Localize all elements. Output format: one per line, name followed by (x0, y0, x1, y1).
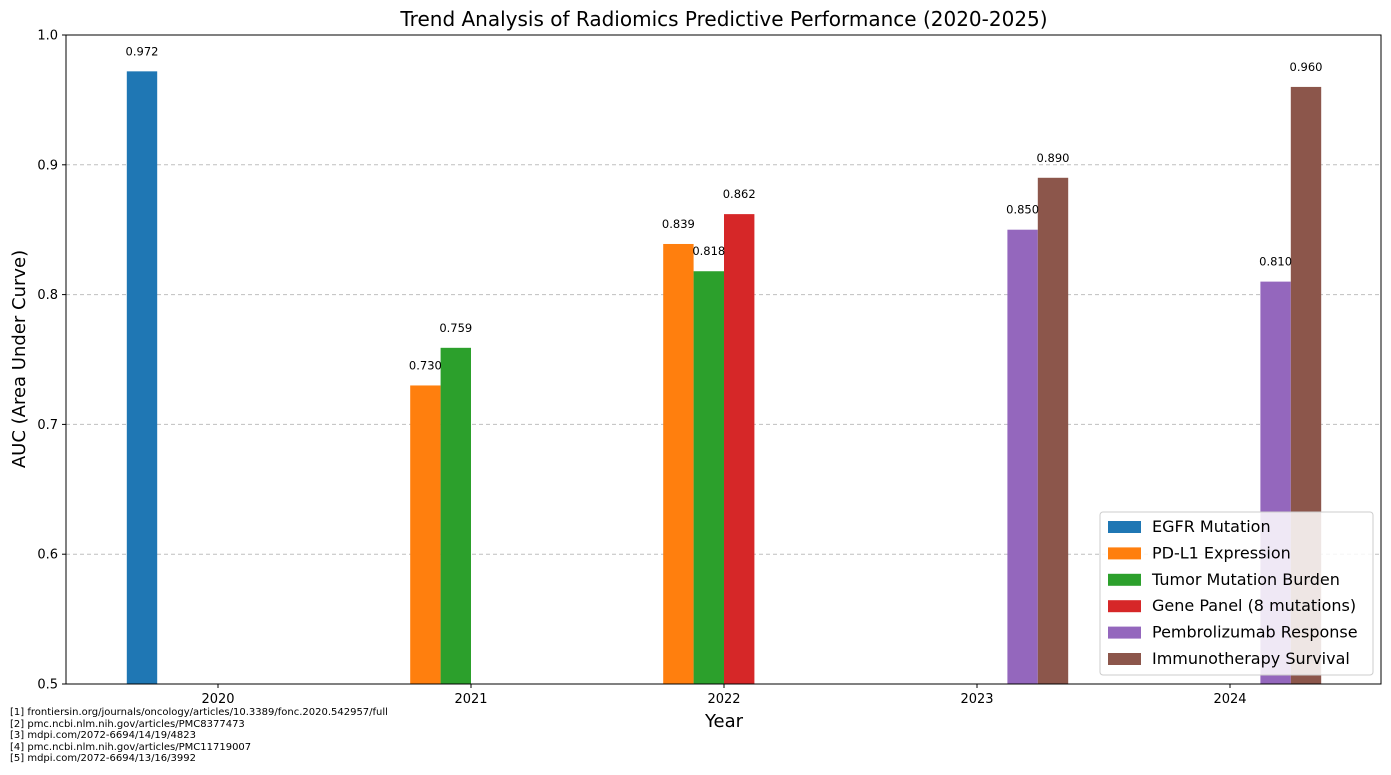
bar-value-label: 0.850 (1006, 203, 1039, 217)
legend-label: Tumor Mutation Burden (1151, 570, 1340, 589)
legend-label: EGFR Mutation (1152, 517, 1271, 536)
legend-swatch (1108, 573, 1141, 586)
bar (440, 347, 471, 684)
x-tick-label: 2021 (454, 692, 487, 707)
legend-swatch (1108, 521, 1141, 533)
bar-value-label: 0.759 (439, 321, 472, 335)
footnote: [2] pmc.ncbi.nlm.nih.gov/articles/PMC837… (10, 718, 245, 730)
y-tick-label: 0.8 (37, 288, 58, 303)
bar-value-label: 0.972 (126, 44, 159, 58)
legend-swatch (1108, 626, 1141, 639)
bar-value-label: 0.839 (662, 217, 695, 231)
legend-swatch (1108, 653, 1141, 665)
legend-box (1099, 511, 1374, 676)
chart-title: Trend Analysis of Radiomics Predictive P… (399, 7, 1047, 31)
bar-value-label: 0.890 (1037, 151, 1070, 165)
y-tick-label: 1.0 (37, 29, 58, 44)
bar (1037, 177, 1069, 684)
bar (126, 71, 158, 685)
bar-value-label: 0.862 (723, 187, 756, 201)
y-axis: 0.5 0.6 0.7 0.8 0.9 1.0 (37, 29, 66, 693)
legend-label: PD-L1 Expression (1152, 543, 1291, 562)
bar (410, 385, 441, 684)
x-tick-label: 2020 (201, 692, 234, 707)
x-tick-label: 2022 (707, 692, 740, 707)
y-tick-label: 0.5 (37, 678, 58, 693)
footnote: [5] mdpi.com/2072-6694/13/16/3992 (10, 753, 196, 765)
bar (1007, 229, 1038, 684)
bar-value-label: 0.818 (692, 244, 725, 258)
x-axis-label: Year (704, 711, 744, 732)
footnote: [4] pmc.ncbi.nlm.nih.gov/articles/PMC117… (10, 741, 252, 753)
y-tick-label: 0.6 (37, 548, 58, 563)
bar-value-label: 0.730 (409, 358, 442, 372)
footnote: [1] frontiersin.org/journals/oncology/ar… (10, 707, 388, 718)
legend: EGFR Mutation PD-L1 Expression Tumor Mutat… (1099, 511, 1374, 676)
footnote: [3] mdpi.com/2072-6694/14/19/4823 (10, 730, 196, 742)
x-tick-label: 2023 (960, 692, 993, 707)
y-tick-label: 0.9 (37, 158, 58, 173)
legend-swatch (1108, 547, 1141, 560)
legend-label: Gene Panel (8 mutations) (1152, 596, 1356, 615)
bar-value-label: 0.960 (1290, 60, 1323, 74)
legend-label: Pembrolizumab Response (1152, 623, 1358, 642)
legend-label: Immunotherapy Survival (1152, 649, 1350, 668)
bar-value-labels: 0.972 0.730 0.839 0.759 0.818 0.862 0.850 0.810… (126, 44, 1323, 372)
y-axis-label: AUC (Area Under Curve) (9, 250, 30, 468)
bar (724, 214, 755, 684)
bar (663, 243, 694, 684)
footnotes: [1] frontiersin.org/journals/oncology/ar… (10, 707, 388, 765)
bar (693, 271, 724, 684)
x-axis: 2020 2021 2022 2023 2024 (201, 684, 1247, 707)
legend-swatch (1108, 600, 1141, 613)
bar-value-label: 0.810 (1259, 255, 1292, 269)
y-tick-label: 0.7 (37, 418, 58, 433)
x-tick-label: 2024 (1213, 692, 1246, 707)
